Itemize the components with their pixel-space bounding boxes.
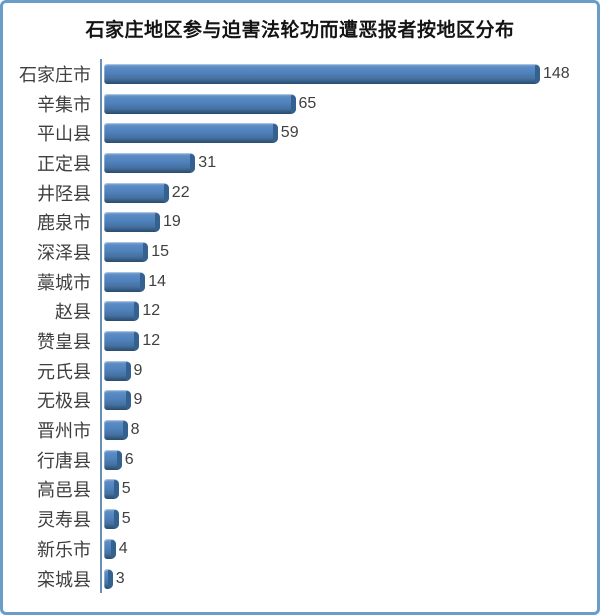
value-label: 15 [151, 242, 169, 260]
bar-row: 井陉县 22 [3, 177, 597, 208]
category-label: 行唐县 [37, 450, 91, 471]
category-axis-plot: 9 [100, 355, 597, 386]
category-axis-plot: 8 [100, 415, 597, 445]
value-label: 59 [280, 124, 299, 142]
value-label: 31 [198, 153, 217, 171]
category-axis-plot: 9 [100, 385, 597, 416]
value-label: 8 [130, 421, 140, 439]
bar [104, 301, 140, 322]
bar [104, 509, 119, 530]
bar [104, 479, 119, 500]
category-axis-plot: 14 [100, 266, 597, 297]
bar [104, 63, 540, 84]
value-label: 9 [133, 391, 143, 409]
value-label: 12 [142, 332, 161, 350]
value-label: 9 [133, 361, 143, 379]
category-label: 高邑县 [37, 480, 91, 501]
category-label: 赞皇县 [37, 332, 91, 353]
category-label: 栾城县 [37, 569, 91, 590]
category-axis-plot: 6 [100, 444, 597, 475]
category-label: 元氏县 [37, 361, 91, 382]
bar-row: 高邑县 5 [3, 474, 597, 505]
category-label: 无极县 [37, 391, 91, 412]
category-label: 鹿泉市 [37, 213, 91, 234]
bar [104, 152, 196, 173]
bar [104, 538, 116, 559]
bar-row: 深泽县 15 [3, 237, 597, 267]
bar [104, 123, 278, 144]
category-axis-plot: 19 [100, 207, 597, 238]
category-axis-plot: 12 [100, 326, 597, 356]
bar-row: 石家庄市 148 [3, 59, 597, 89]
category-axis-plot: 5 [100, 474, 597, 505]
category-label: 井陉县 [37, 183, 91, 204]
value-label: 148 [543, 64, 570, 82]
value-label: 3 [115, 569, 125, 587]
bar-row: 晋州市 8 [3, 415, 597, 445]
bar-row: 赵县 12 [3, 296, 597, 327]
bar [104, 182, 169, 203]
value-label: 4 [118, 539, 128, 557]
bar-row: 平山县 59 [3, 118, 597, 149]
category-axis-plot: 15 [100, 237, 597, 267]
category-axis-plot: 148 [100, 59, 597, 89]
bar [104, 360, 131, 381]
category-axis-plot: 59 [100, 118, 597, 149]
category-label: 平山县 [37, 124, 91, 145]
category-axis-plot: 31 [100, 148, 597, 178]
value-label: 14 [148, 272, 166, 290]
category-label: 赵县 [55, 302, 91, 323]
bar-row: 正定县 31 [3, 148, 597, 178]
bar [104, 241, 149, 262]
bar-row: 灵寿县 5 [3, 504, 597, 534]
category-axis-plot: 3 [100, 563, 597, 594]
bar-row: 新乐市 4 [3, 534, 597, 564]
bar [104, 93, 296, 114]
category-axis-plot: 4 [100, 534, 597, 564]
bar-row: 无极县 9 [3, 385, 597, 416]
bar [104, 568, 113, 589]
bar [104, 420, 128, 441]
bar [104, 331, 140, 352]
category-label: 藁城市 [37, 272, 91, 293]
bar-chart: 石家庄市 148 辛集市 65 平山县 59 正定县 [3, 59, 597, 594]
chart-title: 石家庄地区参与迫害法轮功而遭恶报者按地区分布 [85, 20, 515, 41]
category-label: 辛集市 [37, 94, 91, 115]
bar [104, 390, 131, 411]
value-label: 5 [121, 510, 131, 528]
category-label: 正定县 [37, 153, 91, 174]
bar-row: 栾城县 3 [3, 563, 597, 594]
category-axis-plot: 5 [100, 504, 597, 534]
value-label: 19 [163, 213, 181, 231]
value-label: 22 [171, 183, 190, 201]
category-label: 石家庄市 [19, 64, 91, 85]
value-label: 65 [298, 94, 317, 112]
bar [104, 271, 146, 292]
bar-row: 赞皇县 12 [3, 326, 597, 356]
category-axis-plot: 22 [100, 177, 597, 208]
bar-row: 藁城市 14 [3, 266, 597, 297]
bar-row: 鹿泉市 19 [3, 207, 597, 238]
value-label: 6 [124, 450, 134, 468]
category-axis-plot: 12 [100, 296, 597, 327]
category-label: 灵寿县 [37, 510, 91, 531]
bar-row: 行唐县 6 [3, 444, 597, 475]
bar [104, 449, 122, 470]
bar-row: 辛集市 65 [3, 88, 597, 119]
value-label: 5 [121, 480, 131, 498]
bar-row: 元氏县 9 [3, 355, 597, 386]
value-label: 12 [142, 302, 161, 320]
category-label: 晋州市 [37, 421, 91, 442]
category-label: 新乐市 [37, 539, 91, 560]
bar [104, 212, 160, 233]
category-label: 深泽县 [37, 242, 91, 263]
category-axis-plot: 65 [100, 88, 597, 119]
